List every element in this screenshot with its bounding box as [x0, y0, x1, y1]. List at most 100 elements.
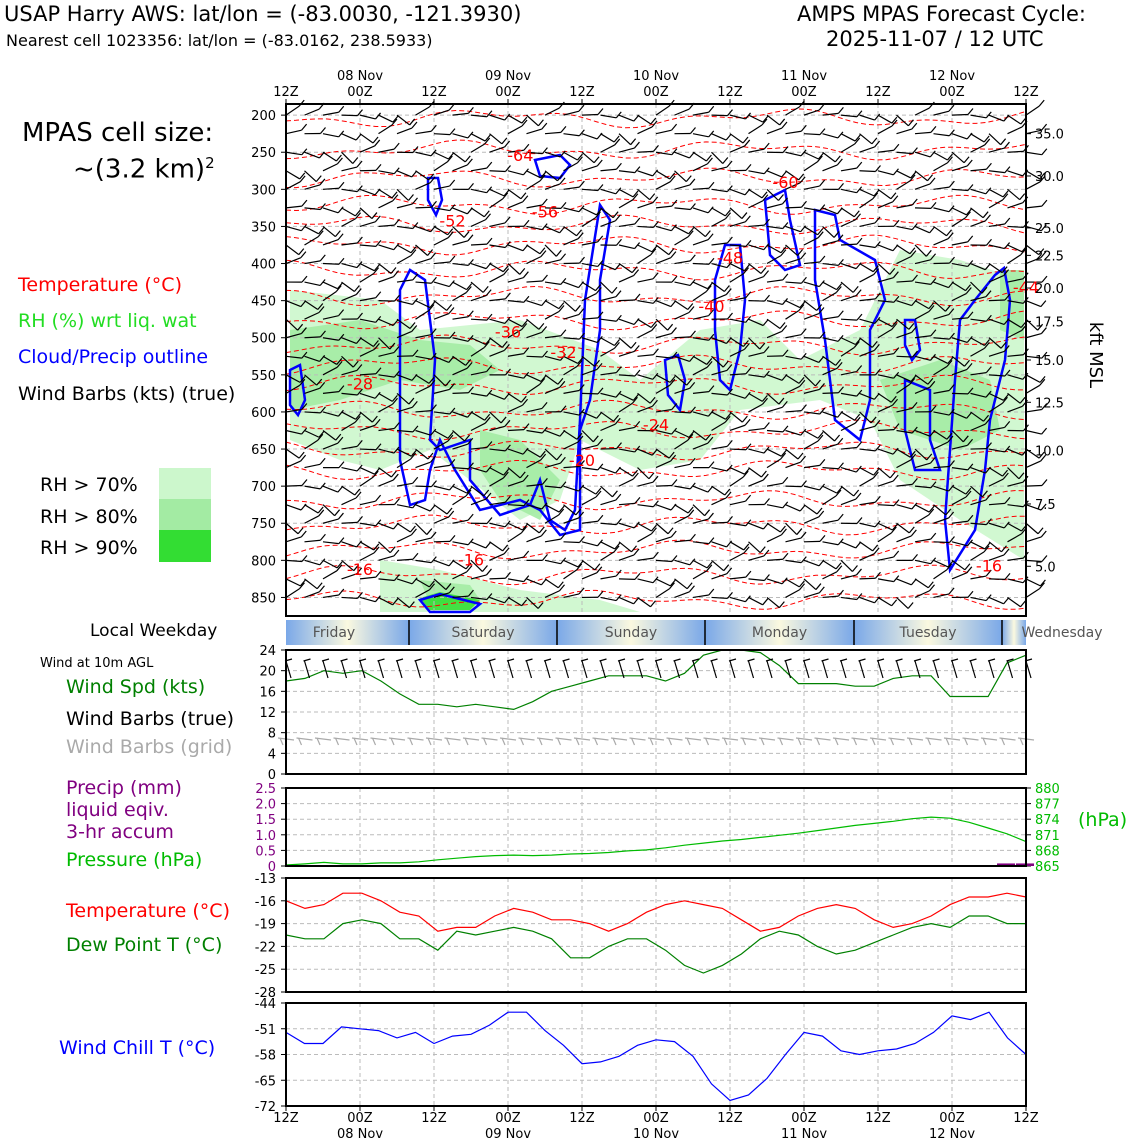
barb-flag [651, 120, 658, 128]
barb-staff [933, 337, 950, 340]
wind-barb [785, 379, 806, 394]
barb-flag [430, 428, 437, 436]
barb-flag [985, 493, 992, 501]
barb-staff [674, 515, 690, 524]
wind-barb [452, 361, 473, 376]
barb-staff [470, 411, 485, 421]
weekday-cell [409, 620, 557, 645]
barb-flag [798, 376, 805, 384]
barb-flag [356, 388, 363, 396]
barb-staff [803, 109, 820, 116]
wind-barb [970, 541, 991, 550]
sfc-wind-barb-flag [932, 658, 940, 662]
barb-flag [911, 223, 918, 230]
barb-flag [725, 212, 731, 220]
barb-staff [544, 514, 560, 524]
barb-flag [779, 118, 786, 126]
wind-barb [1007, 188, 1026, 201]
barb-staff [378, 403, 393, 413]
barb-staff [896, 383, 911, 394]
barb-flag [503, 189, 510, 197]
barb-staff [526, 448, 541, 458]
barb-staff [933, 300, 946, 312]
barb-flag [856, 186, 863, 194]
barb-flag [319, 203, 326, 210]
barb-flag [948, 205, 955, 213]
barb-staff [711, 596, 728, 599]
barb-flag [520, 395, 527, 403]
barb-staff [785, 170, 800, 181]
barb-flag [689, 178, 696, 186]
barb-flag [1001, 266, 1008, 274]
barb-flag [338, 130, 345, 138]
sfc-wind-barb-flag [987, 658, 996, 662]
wind-barb [378, 167, 400, 175]
date-label-top: 12 Nov [929, 69, 975, 84]
barb-flag [467, 589, 474, 597]
wind-barb [600, 337, 620, 347]
wind-barb [1007, 392, 1026, 404]
barb-flag [520, 192, 527, 200]
barb-staff [1007, 533, 1022, 543]
barb-staff [933, 411, 950, 416]
wind-barb [785, 200, 807, 209]
wind-barb [822, 355, 842, 366]
wind-barb [526, 377, 546, 394]
barb-staff [563, 517, 579, 524]
barb-flag [541, 402, 548, 409]
barb-flag [930, 277, 937, 285]
sfc-wind-barb [895, 660, 903, 679]
barb-flag [651, 324, 658, 331]
barb-staff [581, 292, 597, 302]
wind-barb [433, 504, 453, 515]
barb-staff [507, 578, 524, 583]
barb-flag [466, 565, 473, 573]
wind-barb [378, 142, 400, 153]
barb-flag [744, 139, 751, 147]
barb-staff [544, 462, 561, 469]
barb-flag [392, 397, 398, 405]
barb-flag [539, 450, 546, 458]
wind-barb [692, 564, 713, 580]
barb-flag [890, 526, 897, 534]
wind-barb [970, 366, 992, 376]
barb-staff [711, 485, 726, 496]
barb-flag [965, 490, 972, 498]
barb-staff [304, 578, 318, 590]
wind-barb [359, 133, 379, 144]
time-label-top: 12Z [865, 85, 891, 100]
barb-flag [300, 224, 307, 232]
wind-barb [748, 473, 769, 487]
wind-barb [618, 114, 640, 122]
wind-barb [341, 151, 359, 164]
wind-barb [563, 359, 583, 376]
wind-barb [822, 106, 844, 116]
barb-staff [655, 384, 671, 394]
barb-staff [322, 391, 339, 394]
wind-barb [711, 312, 733, 320]
barb-flag [893, 575, 900, 582]
barb-staff [341, 521, 358, 524]
barb-staff [748, 555, 765, 561]
barb-staff [489, 577, 506, 580]
wind-barb [396, 121, 418, 135]
wind-barb [359, 262, 380, 272]
barb-flag [984, 263, 991, 271]
wind-barb [896, 374, 917, 382]
wind-barb [452, 437, 474, 450]
wind-barb [840, 237, 863, 246]
barb-staff [692, 541, 709, 545]
wind-barb [618, 293, 641, 302]
barb-flag [540, 529, 547, 537]
barb-staff [970, 423, 986, 432]
wind-barb [877, 522, 898, 531]
barb-flag [446, 155, 453, 163]
isotherm [285, 440, 1027, 461]
wind-barb [581, 539, 603, 547]
barb-flag [761, 191, 768, 199]
barb-flag [502, 544, 509, 552]
barb-staff [914, 448, 928, 461]
wind-barb [729, 315, 752, 323]
barb-flag [856, 568, 862, 576]
barb-flag [408, 397, 415, 405]
